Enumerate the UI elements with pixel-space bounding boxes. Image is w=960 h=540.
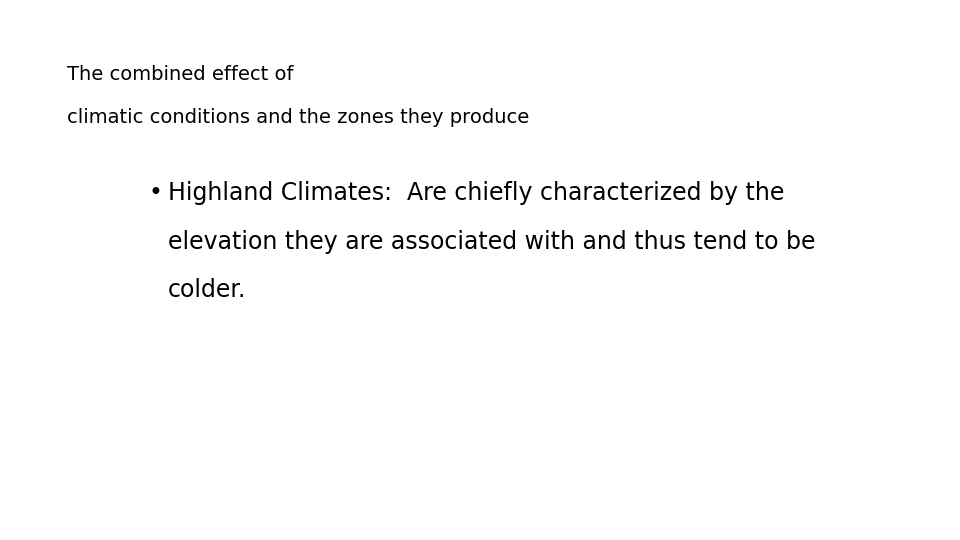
- Text: elevation they are associated with and thus tend to be: elevation they are associated with and t…: [168, 230, 815, 253]
- Text: •: •: [149, 181, 162, 205]
- Text: The combined effect of: The combined effect of: [67, 65, 294, 84]
- Text: colder.: colder.: [168, 278, 247, 302]
- Text: Highland Climates:  Are chiefly characterized by the: Highland Climates: Are chiefly character…: [168, 181, 784, 205]
- Text: climatic conditions and the zones they produce: climatic conditions and the zones they p…: [67, 108, 530, 127]
